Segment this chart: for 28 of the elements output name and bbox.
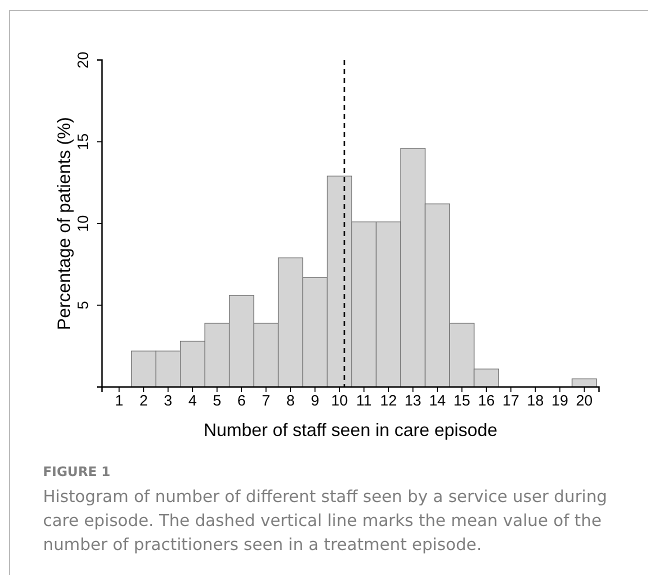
- y-tick-label: 5: [75, 301, 92, 310]
- x-tick-label: 6: [237, 392, 246, 410]
- x-tick-label: 20: [576, 392, 593, 410]
- x-tick-label: 11: [356, 392, 372, 410]
- x-tick-label: 16: [478, 392, 495, 410]
- x-tick-label: 17: [502, 392, 520, 410]
- x-tick-label: 12: [380, 392, 397, 410]
- x-tick-label: 10: [331, 392, 348, 410]
- y-tick-label: 10: [75, 215, 92, 232]
- x-tick-label: 7: [262, 392, 270, 410]
- x-tick-label: 9: [310, 392, 320, 410]
- x-tick-label: 14: [429, 392, 446, 410]
- x-tick-label: 18: [527, 392, 544, 410]
- text: Histogram of number of different staff seen by a service user during care episode. The dashed vertical line marks the mean value of the number of practitioners seen in a treatment episode.: [43, 486, 608, 556]
- x-tick-label: 2: [139, 392, 148, 410]
- caption: FIGURE 1: [43, 465, 112, 480]
- x-tick-label: 8: [286, 392, 295, 410]
- x-tick-label: 1: [114, 392, 124, 410]
- x-tick-label: 15: [454, 392, 470, 410]
- x-tick-label: 19: [551, 392, 568, 410]
- x-tick-label: 3: [164, 392, 172, 410]
- x-axis-title: Number of staff seen in care episode: [204, 420, 498, 440]
- x-tick-label: 13: [404, 392, 422, 410]
- y-tick-label: 20: [75, 52, 92, 68]
- y-axis-title: Percentage of patients (%): [54, 116, 74, 330]
- y-tick-label: 15: [75, 133, 92, 150]
- x-tick-label: 4: [188, 392, 197, 410]
- x-tick-label: 5: [212, 392, 222, 410]
